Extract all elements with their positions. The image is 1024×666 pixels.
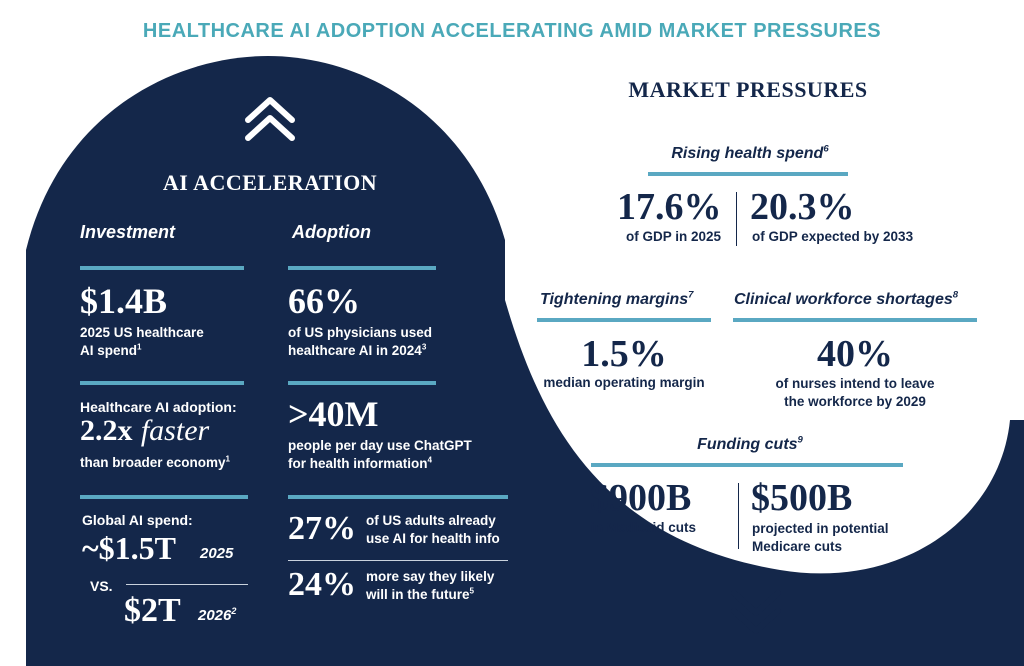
adoption-rule-3 (288, 495, 508, 499)
nurses-value: 40% (817, 333, 893, 375)
workforce-label-text: Clinical workforce shortages (734, 291, 953, 308)
workforce-rule (733, 318, 977, 322)
margin-desc: median operating margin (543, 375, 705, 390)
margin-value: 1.5% (581, 333, 667, 375)
global-2025-value: ~$1.5T (82, 530, 176, 566)
faster-label: Healthcare AI adoption: (80, 399, 237, 415)
faster-ref: 1 (225, 454, 231, 464)
ai-acceleration-heading: AI ACCELERATION (162, 170, 378, 195)
market-pressures-heading: MARKET PRESSURES (628, 77, 868, 102)
faster-value-number: 2.2x (80, 414, 133, 447)
faster-value: 2.2x faster (80, 414, 209, 448)
vs-label: VS. (90, 578, 113, 594)
physicians-ref: 3 (421, 342, 427, 352)
gdp-2025-desc: of GDP in 2025 (625, 229, 721, 244)
health-spend-label: Rising health spend6 (620, 143, 880, 163)
nurses-desc-line-2: the workforce by 2029 (784, 394, 926, 409)
margins-rule (537, 318, 711, 322)
page-title: HEALTHCARE AI ADOPTION ACCELERATING AMID… (142, 20, 882, 42)
medicaid-value: $900B (590, 477, 692, 519)
investment-rule-2 (80, 381, 244, 385)
physicians-desc-line-1: of US physicians used (288, 325, 433, 340)
medicaid-desc: in Medicaid cuts (591, 520, 697, 535)
health-spend-ref: 6 (823, 143, 829, 155)
adults-desc-line-2: use AI for health info (366, 531, 500, 546)
ai-spend-desc-line-1: 2025 US healthcare (80, 325, 204, 340)
funding-label-text: Funding cuts (697, 436, 798, 453)
chatgpt-ref: 4 (427, 455, 433, 465)
future-desc-line-2: will in the future (366, 587, 470, 602)
gdp-2033-desc: of GDP expected by 2033 (752, 229, 914, 244)
gdp-divider (736, 192, 737, 246)
investment-rule-1 (80, 266, 244, 270)
gdp-2033-value: 20.3% (750, 186, 855, 228)
physicians-desc-line-2: healthcare AI in 2024 (288, 343, 422, 358)
adults-desc: of US adults already use AI for health i… (366, 512, 500, 548)
faster-desc-text: than broader economy (80, 455, 226, 470)
nurses-desc-line-1: of nurses intend to leave (775, 376, 935, 391)
faster-value-word: faster (140, 414, 210, 447)
adoption-divider (288, 560, 508, 561)
medicare-value: $500B (751, 477, 853, 519)
adults-desc-line-1: of US adults already (366, 513, 496, 528)
funding-label: Funding cuts9 (620, 434, 880, 454)
workforce-ref: 8 (952, 289, 959, 301)
investment-label: Investment (80, 222, 176, 242)
adoption-rule-2 (288, 381, 436, 385)
margins-label-text: Tightening margins (540, 291, 689, 308)
adoption-rule-1 (288, 266, 436, 270)
global-2026-year-text: 2026 (198, 607, 232, 624)
chatgpt-value: >40M (288, 394, 379, 434)
physicians-value: 66% (288, 281, 360, 321)
chatgpt-desc-line-1: people per day use ChatGPT (288, 438, 472, 453)
future-value: 24% (288, 566, 356, 603)
ai-acceleration-panel (26, 56, 505, 666)
workforce-label: Clinical workforce shortages8 (734, 289, 959, 309)
gdp-2025-value: 17.6% (617, 186, 722, 228)
physicians-desc: of US physicians used healthcare AI in 2… (288, 324, 432, 360)
health-spend-label-text: Rising health spend (671, 145, 824, 162)
market-pressures-backdrop (505, 300, 1024, 666)
global-2026-year: 20262 (198, 606, 237, 625)
adoption-label: Adoption (292, 222, 371, 242)
margins-label: Tightening margins7 (540, 289, 694, 309)
future-ref: 5 (469, 586, 475, 596)
ai-spend-value: $1.4B (80, 281, 168, 321)
medicare-desc-line-1: projected in potential (752, 521, 889, 536)
medicare-desc: projected in potential Medicare cuts (752, 520, 889, 556)
future-desc-line-1: more say they likely (366, 569, 495, 584)
global-2026-value: $2T (124, 592, 181, 629)
chatgpt-desc-line-2: for health information (288, 456, 428, 471)
funding-rule (591, 463, 903, 467)
ai-spend-desc: 2025 US healthcare AI spend1 (80, 324, 204, 360)
funding-divider (738, 483, 739, 549)
ai-spend-ref: 1 (137, 342, 142, 352)
nurses-desc: of nurses intend to leave the workforce … (733, 375, 977, 411)
chatgpt-desc: people per day use ChatGPT for health in… (288, 437, 472, 473)
ai-spend-desc-line-2: AI spend (80, 343, 138, 358)
margins-ref: 7 (688, 289, 694, 301)
global-spend-label: Global AI spend: (82, 512, 193, 528)
global-spend-divider (126, 584, 248, 585)
future-desc: more say they likely will in the future5 (366, 568, 494, 604)
health-spend-rule (648, 172, 848, 176)
faster-desc: than broader economy1 (80, 455, 230, 470)
adults-value: 27% (288, 510, 356, 547)
investment-rule-3 (80, 495, 248, 499)
global-ref: 2 (231, 606, 237, 616)
funding-ref: 9 (797, 434, 803, 446)
global-2025-year: 2025 (200, 545, 234, 562)
medicare-desc-line-2: Medicare cuts (752, 539, 843, 554)
